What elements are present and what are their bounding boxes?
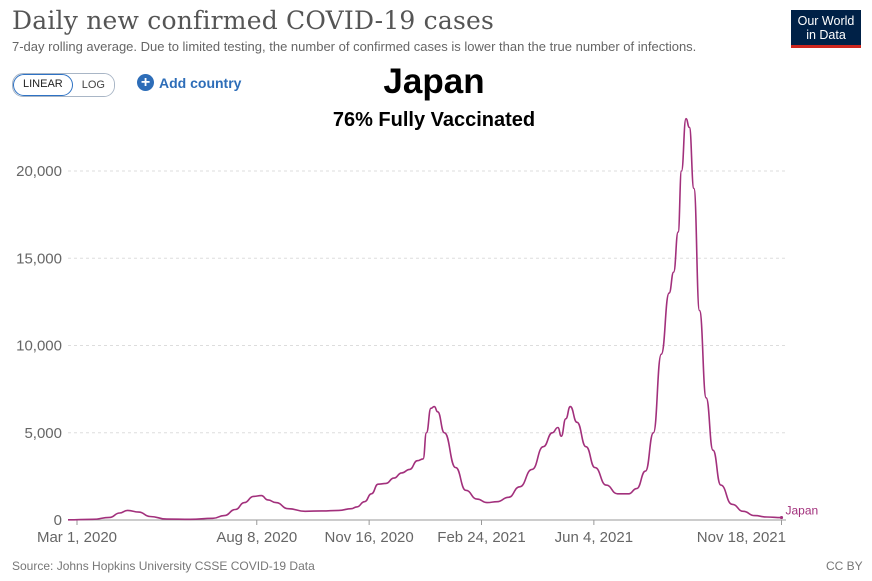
source-note[interactable]: Source: Johns Hopkins University CSSE CO… [12, 559, 315, 573]
license-label[interactable]: CC BY [826, 559, 863, 573]
series-end-point [779, 515, 784, 520]
y-tick-label: 5,000 [24, 425, 62, 442]
y-tick-label: 10,000 [16, 338, 62, 355]
add-country-button[interactable]: + Add country [137, 74, 241, 91]
series-line-japan [67, 117, 782, 521]
overlay-country-title: Japan [383, 62, 485, 101]
x-axis-ticks: Mar 1, 2020 Aug 8, 2020 Nov 16, 2020 Feb 24… [37, 520, 786, 546]
x-tick-label: Mar 1, 2020 [37, 529, 117, 546]
gridlines [68, 170, 786, 521]
chart-subtitle: 7-day rolling average. Due to limited te… [12, 39, 697, 54]
y-axis-ticks: 0 5,000 10,000 15,000 20,000 [16, 163, 62, 529]
x-tick-label: Jun 4, 2021 [555, 529, 633, 546]
plus-circle-icon: + [137, 74, 154, 91]
scale-toggle: LINEAR LOG [12, 73, 115, 97]
y-tick-label: 15,000 [16, 250, 62, 267]
log-scale-button[interactable]: LOG [72, 74, 114, 96]
y-tick-label: 0 [54, 512, 62, 529]
series-label-japan: Japan [786, 504, 819, 518]
y-tick-label: 20,000 [16, 163, 62, 180]
x-tick-label: Nov 18, 2021 [697, 529, 786, 546]
add-country-label: Add country [159, 74, 242, 91]
owid-logo[interactable]: Our World in Data [791, 10, 861, 48]
logo-line-1: Our World [797, 14, 855, 28]
x-tick-label: Nov 16, 2020 [325, 529, 414, 546]
x-tick-label: Aug 8, 2020 [216, 529, 297, 546]
chart-title: Daily new confirmed COVID-19 cases [12, 6, 495, 35]
linear-scale-button[interactable]: LINEAR [13, 74, 73, 96]
series-layer: Japan [67, 117, 819, 521]
logo-line-2: in Data [806, 28, 846, 42]
x-tick-label: Feb 24, 2021 [437, 529, 525, 546]
overlay-vaccination-text: 76% Fully Vaccinated [332, 109, 536, 131]
